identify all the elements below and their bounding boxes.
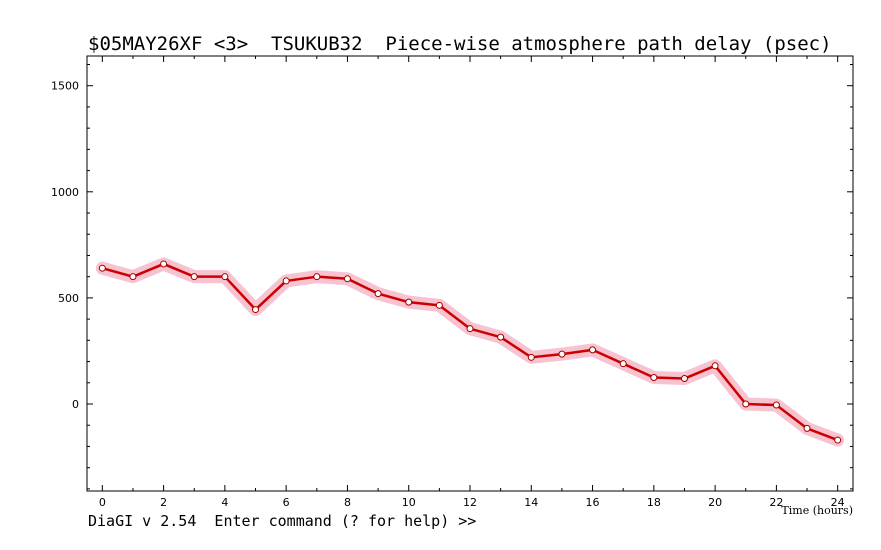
data-point (803, 424, 811, 432)
data-point (589, 346, 597, 354)
data-point (129, 273, 137, 281)
x-axis-label: Time (hours) (781, 504, 853, 517)
data-point (650, 373, 658, 381)
status-prompt[interactable]: DiaGI v 2.54 Enter command (? for help) … (88, 512, 476, 530)
data-point (466, 325, 474, 333)
data-point (680, 375, 688, 383)
x-tick-label: 8 (344, 496, 351, 509)
data-point (834, 436, 842, 444)
x-tick-label: 10 (402, 496, 416, 509)
y-tick-label: 1500 (51, 80, 79, 93)
data-point (190, 273, 198, 281)
data-point (98, 264, 106, 272)
x-tick-label: 12 (463, 496, 477, 509)
data-point (497, 333, 505, 341)
data-point (742, 400, 750, 408)
x-tick-label: 16 (586, 496, 600, 509)
chart-title: $05MAY26XF <3> TSUKUB32 Piece-wise atmos… (88, 33, 832, 55)
data-point (343, 275, 351, 283)
data-point (221, 273, 229, 281)
x-tick-label: 20 (708, 496, 722, 509)
data-point (374, 290, 382, 298)
y-tick-label: 1000 (51, 186, 79, 199)
y-tick-label: 0 (72, 398, 79, 411)
x-tick-label: 18 (647, 496, 661, 509)
data-point (435, 301, 443, 309)
data-point (252, 306, 260, 314)
x-tick-label: 2 (160, 496, 167, 509)
data-points (98, 260, 842, 444)
x-tick-label: 6 (283, 496, 290, 509)
x-tick-label: 22 (769, 496, 783, 509)
series-polyline (101, 262, 839, 442)
data-point (405, 298, 413, 306)
data-point (619, 360, 627, 368)
data-point (558, 350, 566, 358)
data-point (160, 260, 168, 268)
data-point (711, 362, 719, 370)
x-tick-label: 0 (99, 496, 106, 509)
series-line (101, 262, 839, 442)
data-point (313, 273, 321, 281)
error-band (95, 257, 845, 447)
y-tick-label: 500 (58, 292, 79, 305)
data-point (527, 353, 535, 361)
x-tick-label: 24 (831, 496, 845, 509)
x-tick-label: 14 (524, 496, 538, 509)
data-point (282, 277, 290, 285)
error-band-path (95, 257, 845, 447)
x-tick-label: 4 (221, 496, 228, 509)
data-point (772, 401, 780, 409)
